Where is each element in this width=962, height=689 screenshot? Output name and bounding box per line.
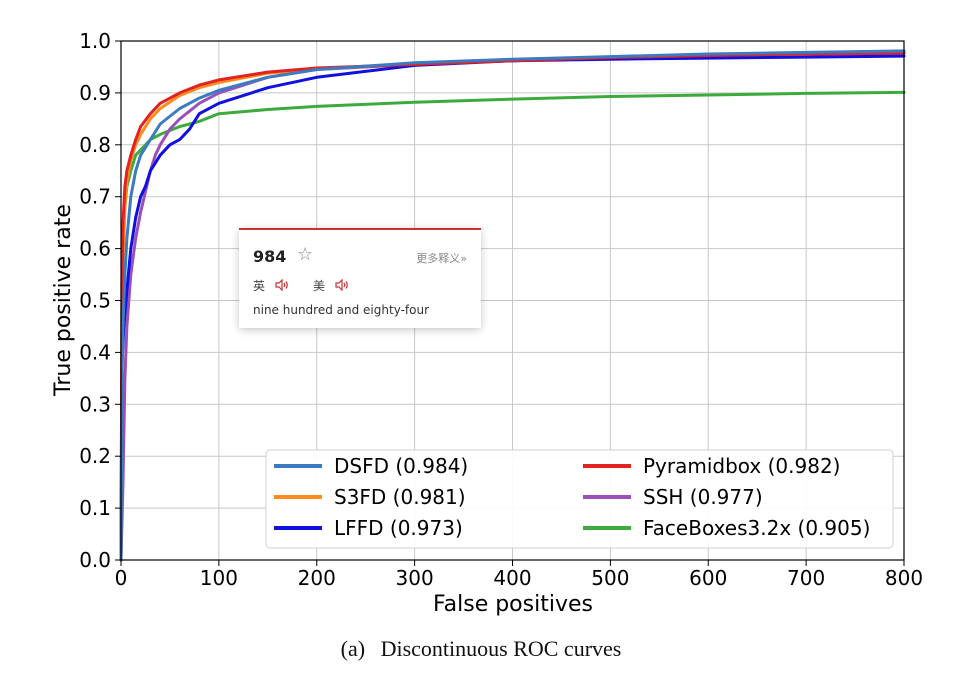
curves: [119, 49, 906, 562]
legend-entry: Pyramidbox (0.982): [643, 454, 840, 478]
legend-entry: SSH (0.977): [643, 485, 763, 509]
y-tick-label: 0.1: [79, 496, 111, 520]
more-definitions-link[interactable]: 更多释义»: [416, 252, 467, 265]
legend-entry: FaceBoxes3.2x (0.905): [643, 516, 870, 540]
legend: DSFD (0.984) Pyramidbox (0.982) S3FD (0.98…: [265, 449, 894, 549]
grid: [120, 40, 905, 561]
y-tick-label: 0.4: [79, 340, 111, 364]
speaker-icon[interactable]: [275, 279, 289, 291]
speaker-icon[interactable]: [335, 279, 349, 291]
x-tick-label: 200: [298, 566, 336, 590]
x-tick-label: 400: [493, 566, 531, 590]
axis-ticks: 0 100 200 300 400 500 600 700 800 0.0 0.1 0.2 0.3 0.4…: [79, 29, 923, 590]
legend-entry: DSFD (0.984): [334, 454, 468, 478]
x-tick-label: 500: [591, 566, 629, 590]
figure-caption: (a) Discontinuous ROC curves: [0, 636, 962, 662]
us-label: 美: [313, 279, 326, 293]
dictionary-popup: 984 ☆ 更多释义» 英 美 nine hundred and eighty-…: [239, 228, 481, 328]
uk-pronunciation[interactable]: 英: [253, 277, 289, 294]
roc-chart: 0 100 200 300 400 500 600 700 800 0.0 0.1 0.2 0.3 0.4…: [51, 29, 923, 617]
caption-text: Discontinuous ROC curves: [380, 636, 622, 661]
y-tick-label: 0.8: [79, 133, 111, 157]
legend-box: [265, 449, 894, 549]
y-tick-label: 0.5: [79, 289, 111, 313]
x-tick-label: 800: [885, 566, 923, 590]
y-tick-label: 1.0: [79, 29, 111, 53]
y-axis-label: True positive rate: [51, 204, 76, 397]
y-tick-label: 0.7: [79, 185, 111, 209]
uk-label: 英: [253, 279, 266, 293]
x-axis-label: False positives: [433, 592, 593, 617]
caption-label: (a): [340, 636, 366, 661]
y-tick-label: 0.2: [79, 444, 111, 468]
y-tick-label: 0.6: [79, 237, 111, 261]
legend-entry: S3FD (0.981): [334, 485, 466, 509]
y-tick-label: 0.9: [79, 81, 111, 105]
y-tick-label: 0.0: [79, 548, 111, 572]
popup-definition: nine hundred and eighty-four: [253, 303, 430, 317]
series-line-0: [119, 49, 906, 562]
us-pronunciation[interactable]: 美: [313, 277, 349, 294]
star-icon[interactable]: ☆: [297, 244, 314, 265]
x-tick-label: 600: [689, 566, 727, 590]
y-tick-label: 0.3: [79, 392, 111, 416]
x-tick-label: 100: [200, 566, 238, 590]
x-tick-label: 0: [115, 566, 128, 590]
popup-word: 984: [253, 247, 287, 266]
legend-entry: LFFD (0.973): [334, 516, 463, 540]
x-tick-label: 300: [396, 566, 434, 590]
x-tick-label: 700: [787, 566, 825, 590]
